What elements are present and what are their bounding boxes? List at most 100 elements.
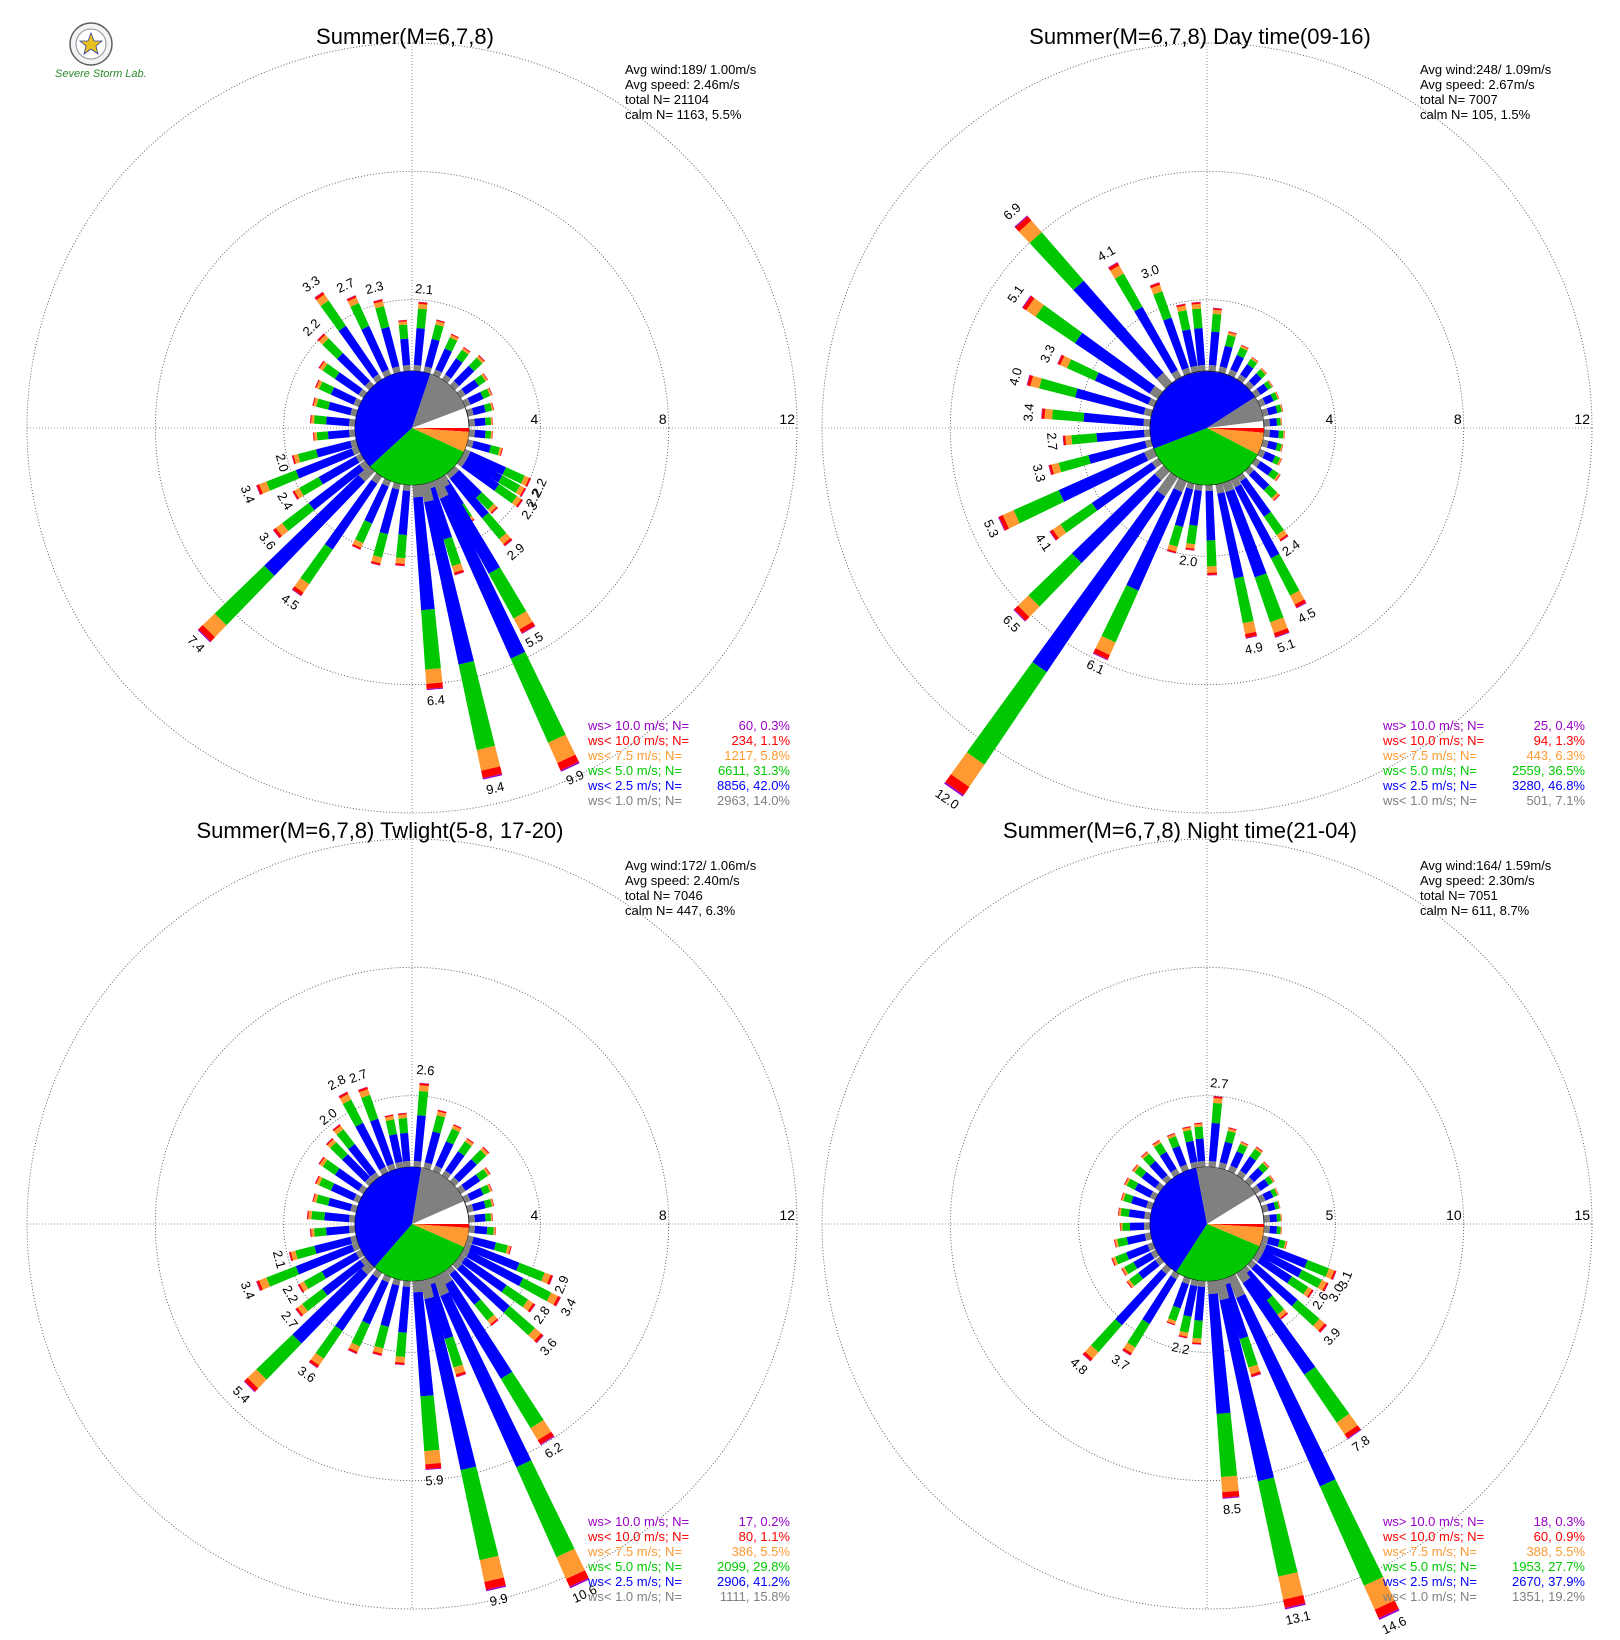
- pie-slice: [370, 428, 464, 485]
- bar-segment: [479, 1555, 504, 1582]
- bar-segment: [1266, 1202, 1276, 1212]
- bar-segment: [336, 1129, 355, 1150]
- bar-segment: [1133, 1252, 1155, 1269]
- bar-segment: [334, 1168, 363, 1191]
- bar-segment: [1049, 531, 1057, 541]
- bar-segment: [1219, 1141, 1233, 1165]
- wind-bar: [312, 429, 356, 441]
- bar-segment: [348, 1144, 377, 1177]
- bar-segment: [449, 334, 459, 341]
- bar-segment: [1127, 1319, 1150, 1348]
- bar-segment: [547, 1274, 553, 1285]
- wind-bar: [1140, 1151, 1172, 1184]
- bar-segment: [1126, 1233, 1147, 1245]
- bar-segment: [428, 1282, 454, 1340]
- bar-segment: [467, 391, 484, 405]
- bar-segment: [1194, 328, 1206, 366]
- bar-segment: [1235, 1268, 1251, 1284]
- bar-segment: [471, 404, 486, 416]
- bar-segment: [428, 486, 452, 540]
- bar-segment: [349, 1342, 360, 1352]
- bar-segment: [482, 1146, 490, 1154]
- wind-bar: [1252, 1252, 1314, 1299]
- bar-segment: [1208, 331, 1220, 366]
- wind-bar: [445, 469, 513, 547]
- bar-segment: [1236, 1170, 1247, 1180]
- bar-segment: [1284, 430, 1286, 439]
- bar-segment: [1277, 1239, 1286, 1249]
- bar-segment: [308, 1210, 312, 1220]
- bar-segment: [1168, 1136, 1180, 1149]
- bar-segment: [294, 578, 310, 593]
- ring-circle: [949, 170, 1465, 686]
- bar-segment: [1251, 388, 1261, 399]
- bar-segment: [1093, 648, 1110, 660]
- bar-segment: [1222, 1490, 1240, 1498]
- bar-segment: [1190, 1279, 1199, 1287]
- pie-slice: [1150, 1168, 1207, 1272]
- bar-segment: [339, 1093, 352, 1104]
- bar-segment: [1166, 550, 1176, 554]
- bar-segment: [546, 1292, 559, 1305]
- bar-segment: [423, 1162, 432, 1170]
- bar-label: 2.8: [325, 1071, 348, 1093]
- bar-segment: [1014, 605, 1030, 621]
- bar-segment: [1344, 1425, 1361, 1439]
- bar-segment: [521, 488, 527, 497]
- stats-line: calm N= 105, 1.5%: [1420, 107, 1531, 122]
- bar-segment: [1167, 1133, 1176, 1140]
- bar-segment: [479, 354, 486, 361]
- wind-bar: [1123, 1177, 1159, 1201]
- bar-segment: [355, 520, 373, 544]
- bar-segment: [335, 1274, 379, 1331]
- bar-segment: [1155, 1256, 1165, 1266]
- bar-segment: [489, 387, 493, 395]
- bar-segment: [998, 515, 1009, 531]
- bar-segment: [322, 363, 340, 379]
- calm-pie: [354, 370, 470, 486]
- pie-slice: [412, 1224, 470, 1228]
- bar-segment: [1273, 628, 1290, 638]
- wind-bar: [466, 1198, 495, 1213]
- bar-segment: [330, 387, 357, 405]
- bar-segment: [1176, 305, 1187, 312]
- wind-bar: [288, 1235, 358, 1262]
- bar-segment: [316, 1176, 323, 1186]
- bar-segment: [516, 498, 523, 508]
- legend-value: 18, 0.3%: [1534, 1514, 1586, 1529]
- bar-segment: [435, 320, 445, 327]
- bar-segment: [1101, 585, 1139, 643]
- bar-segment: [438, 1109, 447, 1113]
- bar-segment: [243, 1380, 256, 1393]
- bar-segment: [1168, 1305, 1181, 1322]
- bar-segment: [318, 360, 324, 368]
- bar-segment: [338, 325, 379, 379]
- bar-segment: [475, 1169, 488, 1181]
- bar-label: 13.1: [1284, 1608, 1312, 1628]
- pie-slice: [412, 1224, 469, 1247]
- bar-segment: [494, 1227, 496, 1236]
- bar-segment: [1228, 331, 1237, 335]
- legend-label: ws< 5.0 m/s; N=: [1382, 1559, 1477, 1574]
- bar-segment: [372, 1351, 383, 1356]
- bar-segment: [1266, 1295, 1285, 1315]
- bar-segment: [1058, 455, 1091, 473]
- legend-label: ws< 7.5 m/s; N=: [587, 748, 682, 763]
- bar-segment: [491, 417, 493, 425]
- bar-segment: [491, 402, 495, 411]
- bar-segment: [511, 496, 522, 507]
- legend-value: 2963, 14.0%: [717, 793, 790, 808]
- bar-segment: [324, 1212, 350, 1223]
- bar-segment: [1183, 1284, 1198, 1317]
- bar-segment: [528, 1328, 542, 1341]
- bar-segment: [474, 374, 486, 386]
- bar-segment: [1281, 417, 1283, 426]
- bar-label: 2.1: [270, 1249, 289, 1270]
- wind-bar: [423, 1109, 447, 1170]
- wind-bar: [456, 1167, 491, 1195]
- bar-segment: [348, 429, 356, 438]
- wind-bar: [309, 414, 356, 427]
- bar-segment: [1154, 465, 1170, 481]
- bar-segment: [482, 512, 507, 540]
- stats-line: Avg speed: 2.67m/s: [1420, 77, 1535, 92]
